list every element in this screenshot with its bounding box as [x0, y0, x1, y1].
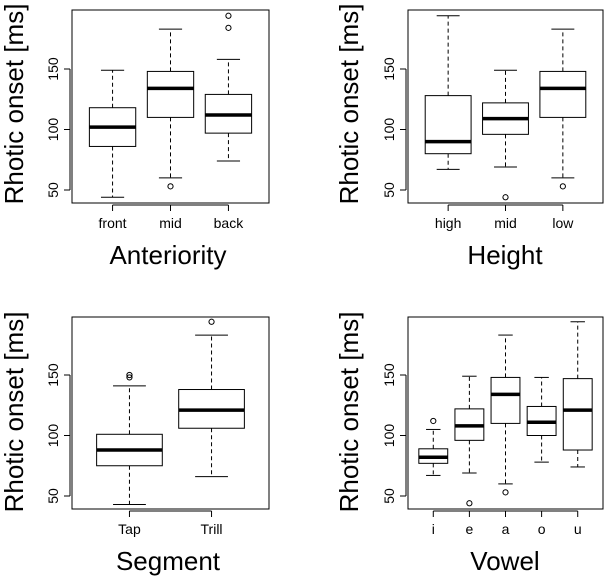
outlier-point: [225, 24, 232, 31]
x-tick-label: u: [574, 521, 582, 537]
plot-frame: [71, 9, 270, 204]
panel-vowel: Rhotic onset [ms] Vowel 50 100 150 i e a o u: [334, 312, 604, 576]
x-tick-label: back: [214, 215, 245, 231]
box: [424, 95, 472, 155]
x-tick-label: Trill: [201, 521, 223, 537]
plot-frame: [71, 316, 270, 510]
outlier-point: [126, 371, 133, 379]
box: [490, 376, 521, 424]
y-tick-label: 100: [381, 118, 397, 142]
x-tick-label: mid: [494, 215, 517, 231]
y-tick-label: 100: [45, 424, 61, 448]
x-tick-label: front: [99, 215, 127, 231]
x-tick-label: low: [552, 215, 574, 231]
y-tick-label: 150: [381, 363, 397, 387]
y-tick-label: 50: [381, 488, 397, 504]
x-tick-label: mid: [159, 215, 182, 231]
x-axis-label: Segment: [116, 546, 221, 576]
y-tick-label: 100: [45, 118, 61, 142]
y-tick-label: 150: [381, 57, 397, 81]
x-tick-label: a: [502, 521, 510, 537]
panel-height: Rhotic onset [ms] Height 50 100 150 high mid…: [334, 4, 604, 270]
x-tick-label: o: [538, 521, 546, 537]
x-tick-label: Tap: [118, 521, 141, 537]
x-axis-label: Height: [467, 240, 543, 270]
outlier-point: [466, 500, 473, 507]
y-tick-label: 150: [45, 57, 61, 81]
x-tick-label: i: [432, 521, 435, 537]
x-tick-label: e: [465, 521, 473, 537]
outlier-point: [225, 12, 232, 19]
panel-segment: Rhotic onset [ms] Segment 50 100 150 Tap Tri…: [0, 312, 270, 576]
outlier-point: [430, 417, 437, 425]
box: [539, 70, 587, 118]
x-axis-label: Vowel: [470, 546, 539, 576]
panel-anteriority: Rhotic onset [ms] Anteriority 50 100 150 fr…: [0, 4, 270, 270]
outlier-point: [559, 183, 566, 190]
y-axis-label: Rhotic onset [ms]: [0, 312, 29, 513]
plot-frame: [407, 316, 604, 510]
y-axis-label: Rhotic onset [ms]: [334, 4, 364, 205]
y-tick-label: 150: [45, 363, 61, 387]
box: [146, 70, 195, 118]
outlier-point: [208, 318, 215, 325]
outlier-point: [502, 194, 509, 201]
y-axis-label: Rhotic onset [ms]: [0, 4, 29, 205]
box: [562, 378, 593, 451]
plot-frame: [407, 9, 604, 204]
outlier-point: [167, 183, 174, 190]
y-tick-label: 50: [45, 488, 61, 504]
y-tick-label: 100: [381, 424, 397, 448]
y-axis-label: Rhotic onset [ms]: [334, 312, 364, 513]
y-tick-label: 50: [381, 182, 397, 198]
x-axis-label: Anteriority: [109, 240, 226, 270]
outlier-point: [502, 489, 509, 496]
outlier-point: [126, 374, 133, 381]
x-tick-label: high: [435, 215, 461, 231]
y-tick-label: 50: [45, 182, 61, 198]
